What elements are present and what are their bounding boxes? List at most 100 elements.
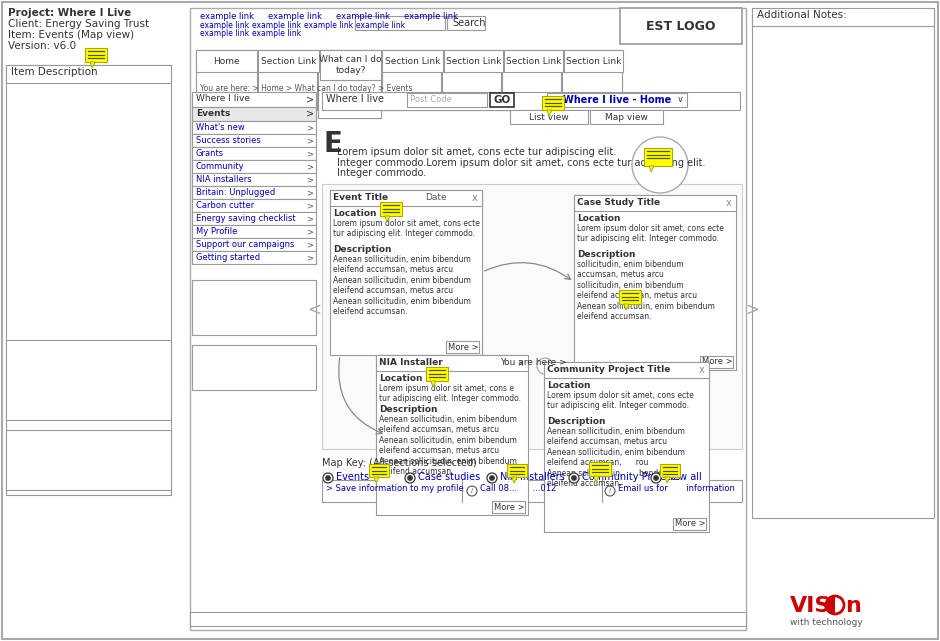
Text: x: x <box>699 365 705 375</box>
Bar <box>190 612 746 626</box>
Text: example link: example link <box>336 12 390 21</box>
Text: Aenean sollicitudin, enim bibendum
eleifend accumsan, metus arcu
Aenean sollicit: Aenean sollicitudin, enim bibendum eleif… <box>333 255 471 316</box>
Bar <box>192 251 316 264</box>
Text: Community Project Title: Community Project Title <box>547 365 670 374</box>
Text: n: n <box>845 596 861 616</box>
Text: >: > <box>306 149 313 158</box>
Bar <box>442 50 501 110</box>
Bar <box>192 107 316 121</box>
Bar <box>192 173 316 186</box>
Bar <box>369 464 389 477</box>
Text: example link: example link <box>252 29 301 38</box>
Text: Grants: Grants <box>196 149 224 158</box>
Bar <box>6 65 171 495</box>
Text: Description: Description <box>379 405 437 414</box>
Text: v: v <box>678 96 682 104</box>
Bar <box>322 184 742 449</box>
Circle shape <box>605 486 615 496</box>
Text: >: > <box>306 95 314 105</box>
Bar <box>258 50 317 110</box>
Bar <box>192 280 316 335</box>
Bar <box>192 121 316 134</box>
Polygon shape <box>826 596 835 614</box>
Bar <box>382 50 441 110</box>
Bar <box>196 50 257 110</box>
Bar <box>619 290 641 304</box>
Bar <box>447 16 485 30</box>
Bar <box>6 65 171 83</box>
Text: >: > <box>745 301 759 319</box>
Text: example link: example link <box>200 29 249 38</box>
Bar <box>542 96 564 110</box>
Circle shape <box>325 476 331 481</box>
Bar <box>752 8 934 26</box>
Polygon shape <box>624 304 629 310</box>
Text: Lorem ipsum dolor sit amet, cons e
tur adipiscing elit. Integer commodo.: Lorem ipsum dolor sit amet, cons e tur a… <box>379 384 521 403</box>
Text: x: x <box>472 193 478 203</box>
Text: Success stories: Success stories <box>196 136 260 145</box>
Bar <box>192 92 316 107</box>
Text: Community Projects: Community Projects <box>582 472 681 482</box>
Bar <box>192 212 316 225</box>
Bar <box>355 16 445 30</box>
Text: Case studies: Case studies <box>418 472 480 482</box>
Text: Integer commodo.Lorem ipsum dolor sit amet, cons ecte tur adipiscing elit.: Integer commodo.Lorem ipsum dolor sit am… <box>337 158 706 168</box>
Bar <box>564 50 623 72</box>
Text: >: > <box>306 137 313 146</box>
Text: Energy saving checklist: Energy saving checklist <box>196 214 295 223</box>
Text: example link: example link <box>268 12 322 21</box>
Text: i: i <box>609 488 611 494</box>
Bar <box>6 430 171 490</box>
Circle shape <box>572 476 576 481</box>
Text: Project: Where I Live: Project: Where I Live <box>8 8 132 18</box>
Text: example link: example link <box>356 21 405 30</box>
Text: >: > <box>306 228 313 237</box>
Bar <box>382 50 441 110</box>
Text: Events: Events <box>196 109 230 118</box>
Circle shape <box>467 486 477 496</box>
Bar <box>318 50 381 118</box>
Text: >: > <box>306 188 313 197</box>
Text: example link: example link <box>404 12 458 21</box>
Text: >: > <box>306 253 313 263</box>
Bar <box>407 93 487 107</box>
Bar <box>376 355 528 371</box>
Bar <box>644 148 672 166</box>
Bar <box>502 50 561 110</box>
Text: Post Code: Post Code <box>410 95 452 104</box>
Polygon shape <box>374 477 379 483</box>
Bar <box>700 356 733 368</box>
Text: Search: Search <box>452 18 485 28</box>
Text: example link: example link <box>200 12 254 21</box>
Text: Location: Location <box>333 209 377 218</box>
Bar <box>192 134 316 147</box>
Text: >: > <box>306 201 313 210</box>
Bar <box>504 50 563 72</box>
Bar <box>507 464 527 477</box>
Text: You are here >: You are here > <box>500 358 567 367</box>
Circle shape <box>405 473 415 483</box>
Bar <box>382 50 443 72</box>
Bar <box>574 195 736 211</box>
Text: Aenean sollicitudin, enim bibendum
eleifend accumsan, metus arcu
Aenean sollicit: Aenean sollicitudin, enim bibendum eleif… <box>379 415 517 476</box>
Text: Email us for       information: Email us for information <box>618 484 735 493</box>
Text: Date: Date <box>425 193 446 202</box>
Bar <box>330 190 482 206</box>
Bar <box>752 8 934 518</box>
Circle shape <box>537 358 553 374</box>
Bar <box>510 110 588 124</box>
Circle shape <box>651 473 661 483</box>
Text: Section Link: Section Link <box>446 56 501 65</box>
Text: VISI: VISI <box>790 596 839 616</box>
Bar <box>192 238 316 251</box>
Text: Case Study Title: Case Study Title <box>577 198 660 207</box>
Bar <box>192 147 316 160</box>
Text: i: i <box>471 488 473 494</box>
Text: x: x <box>726 198 731 208</box>
Text: Section Link: Section Link <box>506 56 561 65</box>
Polygon shape <box>512 477 517 483</box>
Bar <box>426 367 448 381</box>
Text: Map Key: (All sections selected): Map Key: (All sections selected) <box>322 458 477 468</box>
Bar <box>444 50 503 72</box>
Text: <: < <box>307 301 321 319</box>
